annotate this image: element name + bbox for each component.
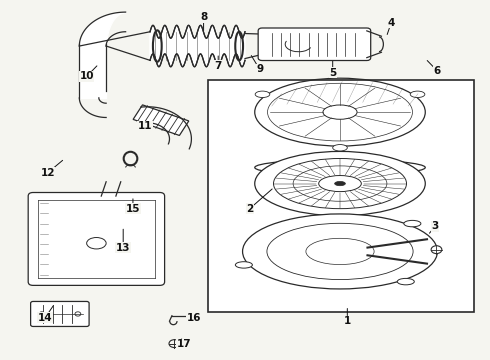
- Text: 1: 1: [343, 316, 351, 326]
- Text: 6: 6: [434, 66, 441, 76]
- Text: 4: 4: [388, 18, 395, 28]
- Ellipse shape: [235, 262, 252, 268]
- Ellipse shape: [255, 152, 425, 216]
- Ellipse shape: [333, 145, 347, 151]
- Text: 11: 11: [138, 121, 152, 131]
- Text: 10: 10: [79, 71, 94, 81]
- FancyBboxPatch shape: [30, 301, 89, 327]
- Text: 9: 9: [256, 64, 263, 74]
- Polygon shape: [150, 25, 245, 67]
- Text: 8: 8: [200, 13, 207, 22]
- Text: 2: 2: [246, 203, 253, 213]
- Text: 7: 7: [215, 61, 222, 71]
- Ellipse shape: [397, 278, 415, 285]
- FancyBboxPatch shape: [258, 28, 371, 60]
- FancyBboxPatch shape: [28, 193, 165, 285]
- Text: 12: 12: [40, 168, 55, 178]
- Text: 15: 15: [126, 203, 140, 213]
- Text: 13: 13: [116, 243, 130, 253]
- Text: 3: 3: [431, 221, 439, 231]
- Text: 14: 14: [38, 312, 52, 323]
- Ellipse shape: [404, 220, 421, 227]
- Polygon shape: [133, 105, 189, 135]
- Ellipse shape: [410, 91, 425, 98]
- Text: 5: 5: [329, 68, 336, 78]
- Bar: [208, 80, 474, 312]
- Text: 17: 17: [177, 339, 192, 349]
- Ellipse shape: [431, 246, 442, 253]
- Ellipse shape: [243, 214, 438, 289]
- Text: 16: 16: [187, 312, 201, 323]
- Ellipse shape: [335, 181, 345, 186]
- Ellipse shape: [255, 91, 270, 98]
